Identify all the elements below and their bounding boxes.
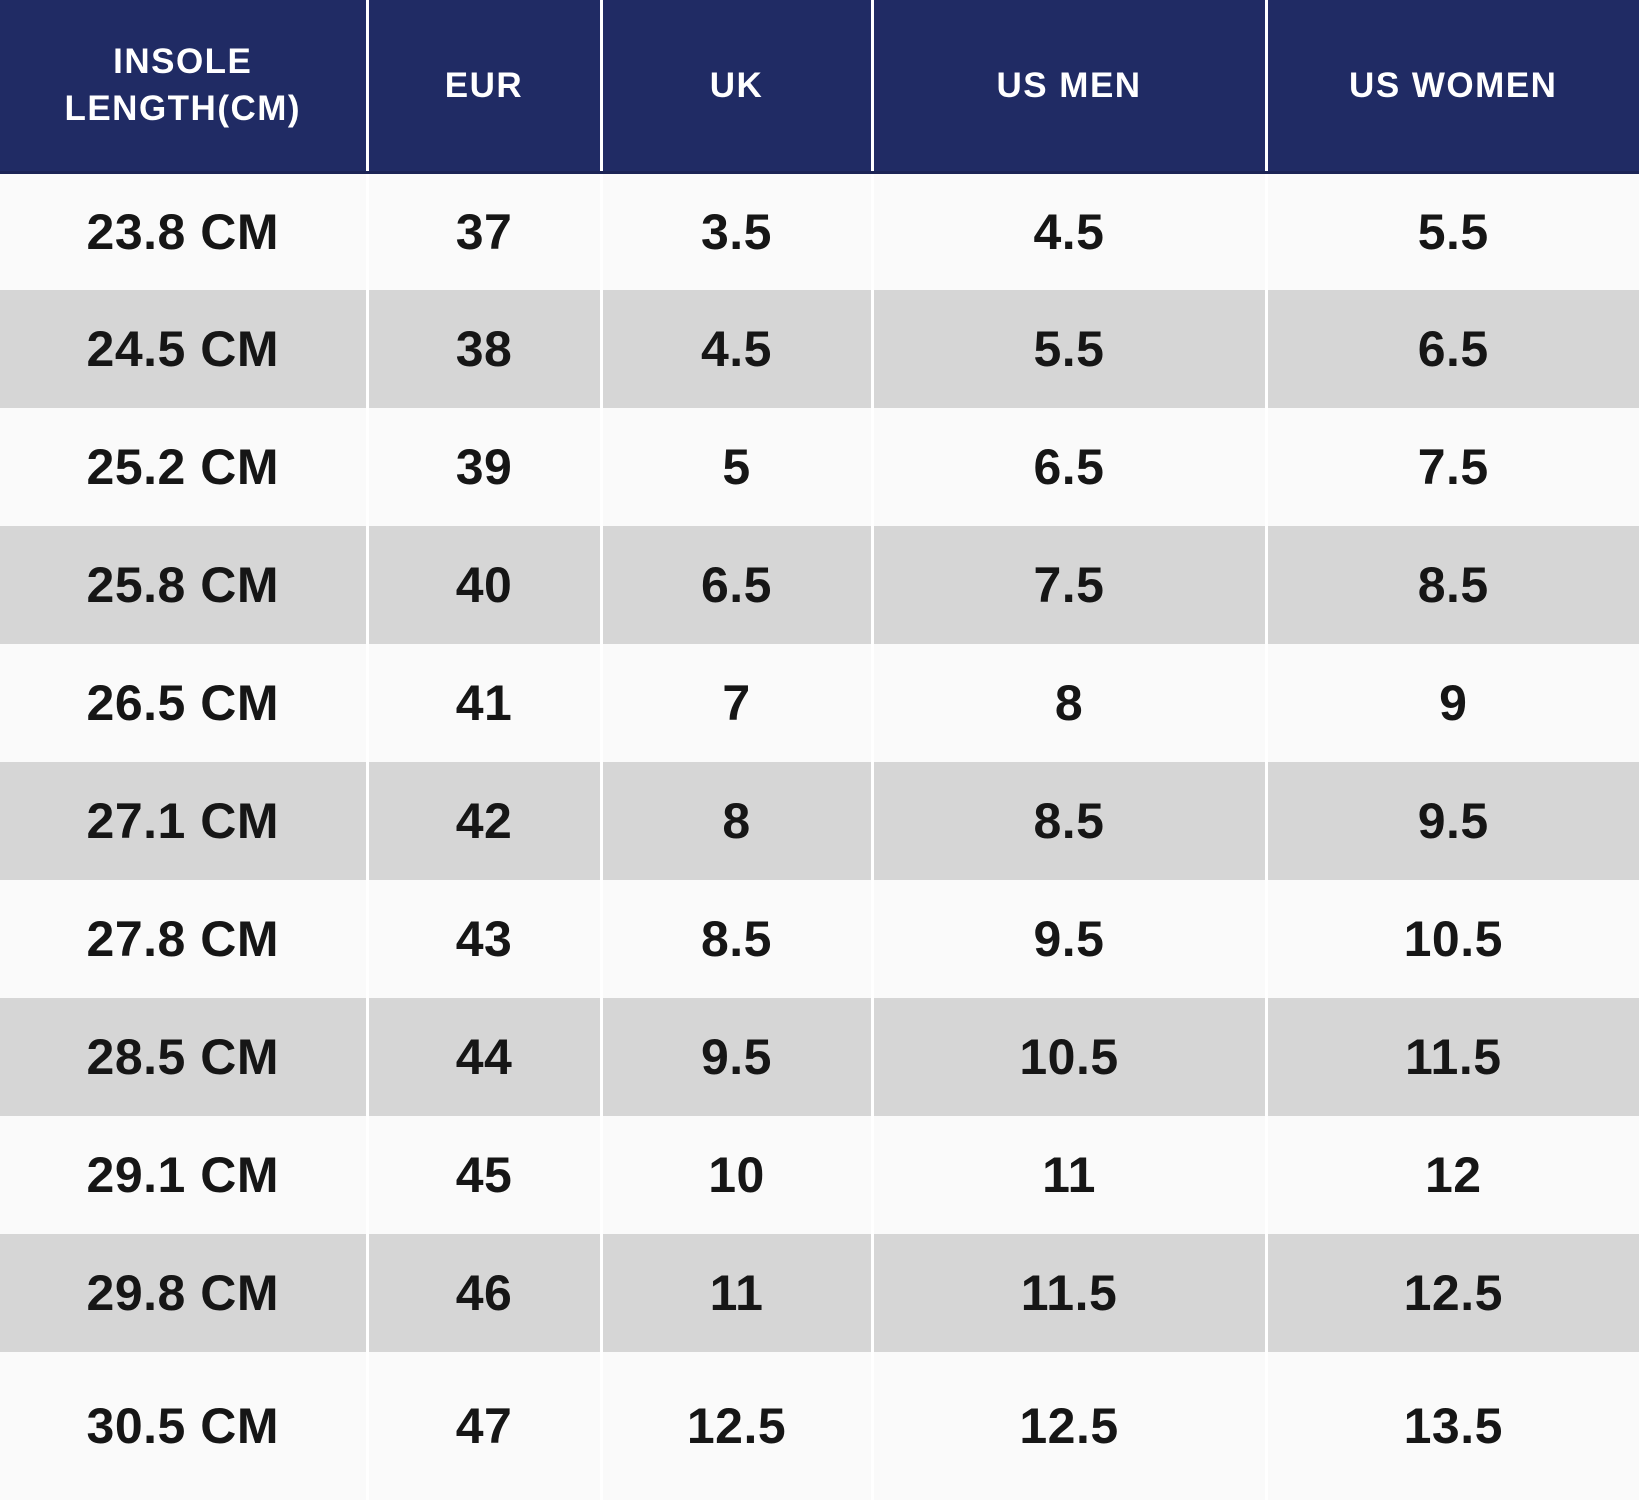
cell-eur: 43 xyxy=(365,880,601,998)
cell-eur: 44 xyxy=(365,998,601,1116)
table-row: 26.5 CM 41 7 8 9 xyxy=(0,644,1639,762)
cell-uk: 8.5 xyxy=(599,880,872,998)
cell-eur: 38 xyxy=(365,290,601,408)
cell-us-men: 9.5 xyxy=(870,880,1266,998)
cell-us-women: 5.5 xyxy=(1264,172,1639,290)
cell-uk: 12.5 xyxy=(599,1352,872,1500)
cell-us-men: 11.5 xyxy=(870,1234,1266,1352)
cell-uk: 5 xyxy=(599,408,872,526)
table-row: 29.1 CM 45 10 11 12 xyxy=(0,1116,1639,1234)
header-us-men: US MEN xyxy=(870,0,1266,174)
cell-us-women: 8.5 xyxy=(1264,526,1639,644)
table-row: 27.1 CM 42 8 8.5 9.5 xyxy=(0,762,1639,880)
table-row: 23.8 CM 37 3.5 4.5 5.5 xyxy=(0,172,1639,290)
table-row: 28.5 CM 44 9.5 10.5 11.5 xyxy=(0,998,1639,1116)
cell-uk: 11 xyxy=(599,1234,872,1352)
cell-us-men: 6.5 xyxy=(870,408,1266,526)
cell-eur: 45 xyxy=(365,1116,601,1234)
cell-us-women: 12.5 xyxy=(1264,1234,1639,1352)
cell-insole-length: 29.8 CM xyxy=(86,1265,279,1321)
cell-us-men: 8 xyxy=(870,644,1266,762)
cell-insole-length: 27.1 CM xyxy=(86,793,279,849)
cell-us-women: 11.5 xyxy=(1264,998,1639,1116)
cell-us-men: 7.5 xyxy=(870,526,1266,644)
cell-us-women: 9.5 xyxy=(1264,762,1639,880)
cell-eur: 46 xyxy=(365,1234,601,1352)
table-row: 30.5 CM 47 12.5 12.5 13.5 xyxy=(0,1352,1639,1500)
cell-uk: 4.5 xyxy=(599,290,872,408)
cell-insole-length: 26.5 CM xyxy=(86,675,279,731)
cell-uk: 3.5 xyxy=(599,172,872,290)
cell-insole-length: 25.8 CM xyxy=(86,557,279,613)
cell-uk: 9.5 xyxy=(599,998,872,1116)
header-us-women: US WOMEN xyxy=(1264,0,1639,174)
cell-eur: 37 xyxy=(365,172,601,290)
cell-insole-length: 23.8 CM xyxy=(86,203,279,260)
cell-us-women: 12 xyxy=(1264,1116,1639,1234)
header-uk: UK xyxy=(599,0,872,174)
table-header: INSOLE LENGTH(CM) EUR UK US MEN US WOMEN xyxy=(0,0,1639,174)
cell-insole-length: 24.5 CM xyxy=(86,321,279,377)
cell-us-men: 8.5 xyxy=(870,762,1266,880)
cell-us-women: 13.5 xyxy=(1264,1352,1639,1500)
cell-eur: 40 xyxy=(365,526,601,644)
header-insole-length: INSOLE LENGTH(CM) xyxy=(0,0,367,174)
cell-insole-length: 28.5 CM xyxy=(86,1029,279,1085)
cell-insole-length: 25.2 CM xyxy=(86,439,279,495)
cell-uk: 6.5 xyxy=(599,526,872,644)
header-row: INSOLE LENGTH(CM) EUR UK US MEN US WOMEN xyxy=(0,0,1639,174)
cell-eur: 39 xyxy=(365,408,601,526)
cell-us-women: 6.5 xyxy=(1264,290,1639,408)
cell-us-men: 5.5 xyxy=(870,290,1266,408)
cell-us-men: 10.5 xyxy=(870,998,1266,1116)
cell-eur: 47 xyxy=(365,1352,601,1500)
cell-uk: 10 xyxy=(599,1116,872,1234)
table-row: 25.8 CM 40 6.5 7.5 8.5 xyxy=(0,526,1639,644)
cell-us-women: 9 xyxy=(1264,644,1639,762)
table-body: 23.8 CM 37 3.5 4.5 5.5 24.5 CM 38 4.5 5.… xyxy=(0,172,1639,1500)
cell-us-men: 4.5 xyxy=(870,172,1266,290)
cell-insole-length: 29.1 CM xyxy=(86,1147,279,1203)
cell-us-men: 11 xyxy=(870,1116,1266,1234)
cell-eur: 41 xyxy=(365,644,601,762)
cell-us-men: 12.5 xyxy=(870,1352,1266,1500)
cell-uk: 8 xyxy=(599,762,872,880)
cell-insole-length: 27.8 CM xyxy=(86,911,279,967)
table-row: 24.5 CM 38 4.5 5.5 6.5 xyxy=(0,290,1639,408)
cell-insole-length: 30.5 CM xyxy=(86,1398,279,1454)
table-row: 29.8 CM 46 11 11.5 12.5 xyxy=(0,1234,1639,1352)
header-eur: EUR xyxy=(365,0,601,174)
cell-us-women: 10.5 xyxy=(1264,880,1639,998)
table-row: 25.2 CM 39 5 6.5 7.5 xyxy=(0,408,1639,526)
cell-eur: 42 xyxy=(365,762,601,880)
cell-us-women: 7.5 xyxy=(1264,408,1639,526)
cell-uk: 7 xyxy=(599,644,872,762)
table-row: 27.8 CM 43 8.5 9.5 10.5 xyxy=(0,880,1639,998)
